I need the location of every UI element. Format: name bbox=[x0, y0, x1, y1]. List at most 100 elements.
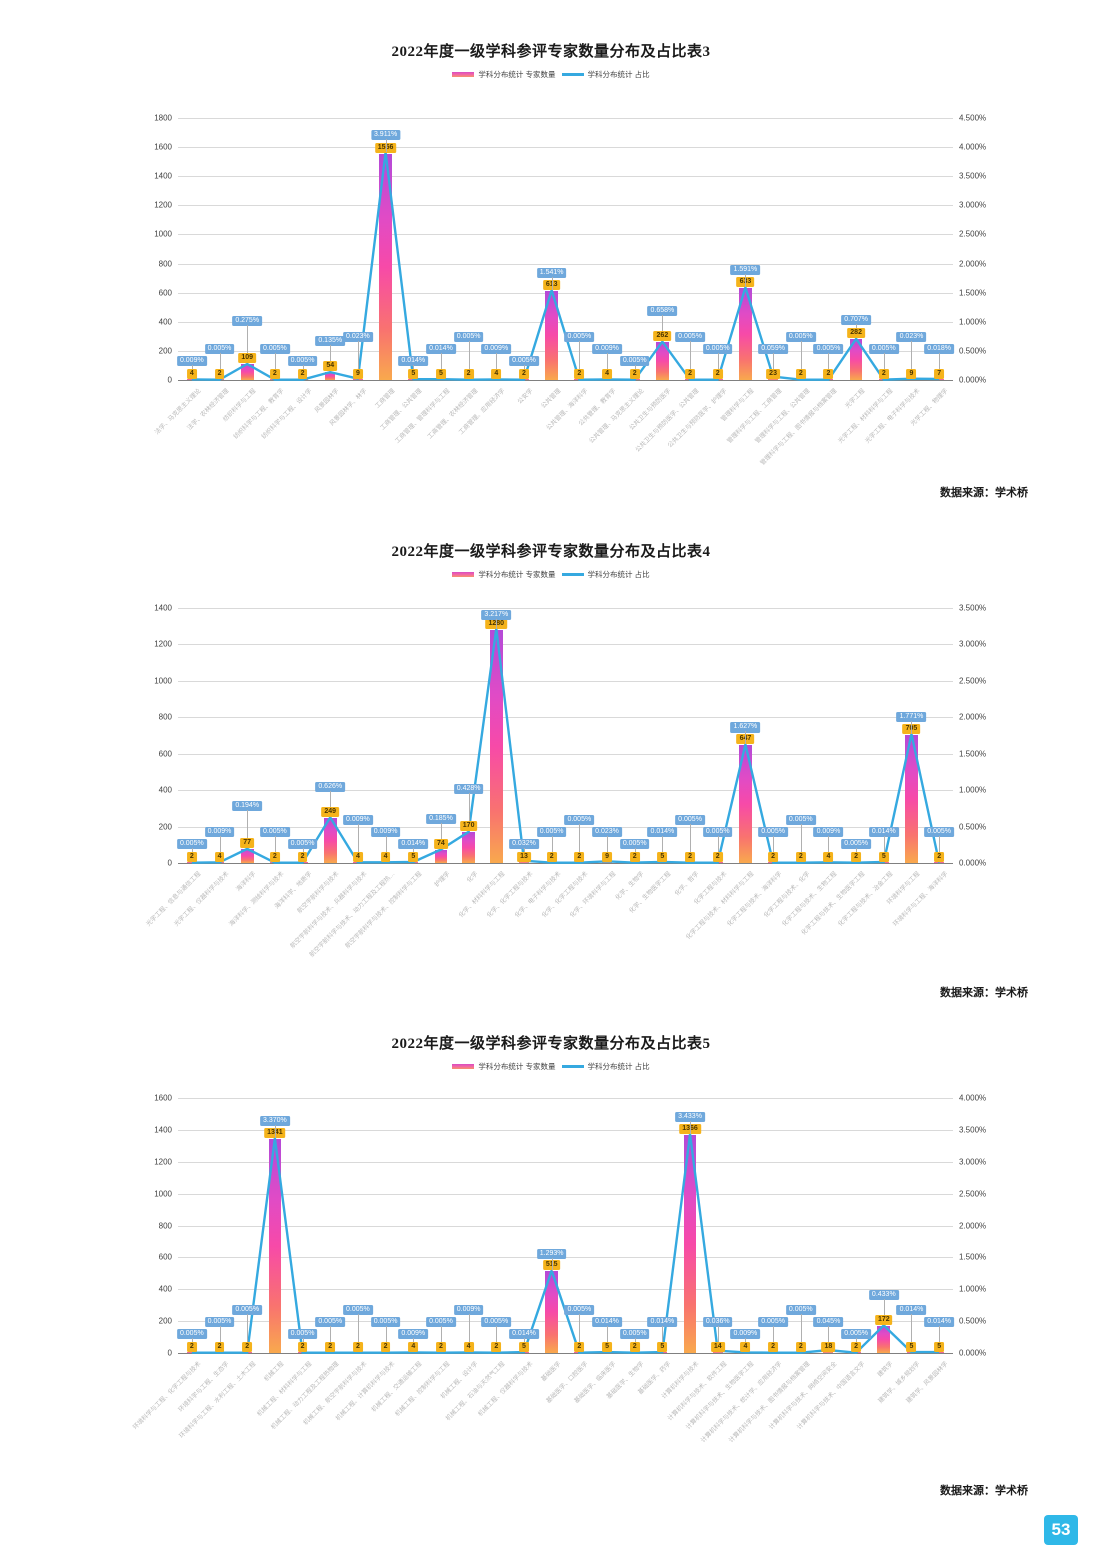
label-leader-line bbox=[911, 1314, 913, 1342]
label-leader-line bbox=[690, 1121, 692, 1135]
bar-value-label: 172 bbox=[874, 1314, 893, 1325]
label-leader-line bbox=[551, 277, 553, 291]
percentage-value-label: 0.005% bbox=[564, 332, 595, 343]
label-leader-line bbox=[745, 1338, 747, 1342]
percentage-value-label: 0.059% bbox=[758, 344, 788, 355]
percentage-value-label: 0.014% bbox=[592, 1317, 622, 1328]
percentage-value-label: 0.005% bbox=[343, 1305, 373, 1316]
chart-legend: 学科分布统计 专家数量 学科分布统计 占比 bbox=[0, 1061, 1102, 1072]
y-axis-tick-right: 2.000% bbox=[959, 259, 987, 269]
y-axis-tick-right: 0.000% bbox=[959, 375, 987, 385]
grid-line bbox=[178, 826, 953, 828]
label-leader-line bbox=[247, 810, 249, 838]
percentage-value-label: 0.005% bbox=[260, 827, 290, 838]
label-leader-line bbox=[302, 365, 304, 369]
percentage-value-label: 0.005% bbox=[260, 344, 290, 355]
bar-value-label: 2 bbox=[795, 369, 806, 380]
x-axis-label: 基础医学 bbox=[539, 1360, 563, 1383]
y-axis-tick-left: 1000 bbox=[154, 676, 172, 686]
percentage-value-label: 0.658% bbox=[647, 305, 678, 316]
bar-value-label: 2 bbox=[380, 1342, 391, 1353]
bar-value-label: 5 bbox=[519, 1342, 529, 1353]
plot-area: 0 0.000% 200 0.500% 400 1.000% 600 1.500% 800 2.0… bbox=[154, 114, 986, 385]
y-axis-tick-left: 400 bbox=[158, 785, 172, 795]
bar-value-label: 5 bbox=[657, 852, 668, 863]
legend-item-bar: 学科分布统计 专家数量 bbox=[452, 569, 556, 580]
bar-value-label: 4 bbox=[352, 852, 363, 863]
percentage-value-label: 0.009% bbox=[370, 827, 401, 838]
percentage-value-label: 0.005% bbox=[564, 815, 595, 826]
bar bbox=[186, 378, 197, 380]
bar-value-label: 2 bbox=[269, 852, 280, 863]
x-axis-label: 化学工程与技术、海洋科学 bbox=[725, 870, 784, 928]
x-axis-label: 机械工程、交通运输工程 bbox=[370, 1360, 424, 1414]
y-axis-tick-left: 800 bbox=[158, 259, 172, 269]
y-axis-tick-left: 1200 bbox=[154, 1157, 172, 1167]
percentage-value-label: 0.005% bbox=[758, 827, 788, 838]
label-leader-line bbox=[856, 848, 858, 852]
legend-bar-label: 学科分布统计 专家数量 bbox=[478, 70, 556, 79]
x-axis-label: 法学、农林经济管理 bbox=[185, 387, 230, 432]
bar-value-label: 2 bbox=[629, 369, 640, 380]
bar-value-label: 2 bbox=[574, 369, 585, 380]
label-leader-line bbox=[247, 325, 249, 354]
x-axis-label: 光学工程、电子科学与技术 bbox=[864, 387, 922, 445]
x-axis-label: 计算机科学与技术、图书情报与档案管理 bbox=[727, 1360, 812, 1445]
x-axis-label: 化学、哲学 bbox=[673, 870, 701, 898]
x-axis-label: 环境科学与工程、生态学 bbox=[176, 1360, 230, 1414]
percentage-value-label: 0.005% bbox=[813, 344, 844, 355]
grid-line bbox=[178, 1321, 953, 1323]
label-leader-line bbox=[911, 341, 913, 369]
chart-title: 2022年度一级学科参评专家数量分布及占比表4 bbox=[391, 544, 711, 560]
percentage-value-label: 0.032% bbox=[509, 839, 539, 850]
x-axis-label: 化学工程与技术、生物工程 bbox=[781, 870, 839, 928]
label-leader-line bbox=[883, 353, 885, 369]
label-leader-line bbox=[274, 1125, 276, 1139]
legend-bar-swatch-icon bbox=[452, 72, 475, 77]
y-axis-tick-right: 0.500% bbox=[959, 346, 987, 356]
y-axis-tick-left: 1200 bbox=[154, 639, 172, 649]
x-axis-label: 化学工程与技术、化学 bbox=[762, 870, 812, 920]
x-axis-label: 管理科学与工程、工商管理 bbox=[725, 387, 784, 445]
x-axis-label: 纺织科学与工程、教育学 bbox=[232, 387, 286, 441]
x-axis-label: 工商管理、农林经济管理 bbox=[425, 387, 479, 441]
y-axis-tick-left: 800 bbox=[158, 1221, 172, 1230]
bar-value-label: 2 bbox=[574, 1342, 585, 1353]
label-leader-line bbox=[468, 341, 470, 369]
label-leader-line bbox=[330, 345, 332, 362]
y-axis-tick-left: 200 bbox=[158, 346, 172, 356]
label-leader-line bbox=[219, 836, 221, 852]
percentage-value-label: 0.005% bbox=[675, 332, 705, 343]
label-leader-line bbox=[800, 1314, 802, 1342]
label-leader-line bbox=[662, 1326, 664, 1342]
bar-value-label: 4 bbox=[186, 369, 197, 380]
label-leader-line bbox=[247, 1314, 249, 1342]
grid-line bbox=[178, 1193, 953, 1195]
label-leader-line bbox=[607, 836, 609, 852]
bar-value-label: 4 bbox=[214, 852, 225, 863]
bar-value-label: 170 bbox=[459, 821, 478, 832]
percentage-value-label: 1.541% bbox=[536, 268, 567, 279]
y-axis-tick-right: 4.000% bbox=[959, 1093, 987, 1103]
x-axis-label: 化学工程与技术、生物医学工程 bbox=[800, 870, 867, 937]
y-axis-tick-left: 0 bbox=[167, 375, 172, 385]
label-leader-line bbox=[496, 1326, 498, 1342]
bar-value-label: 2 bbox=[629, 852, 640, 863]
x-axis-label: 航空宇航科学与技术、控制科学与工程 bbox=[344, 870, 424, 950]
bar-value-label: 74 bbox=[434, 838, 448, 849]
label-leader-line bbox=[385, 836, 387, 852]
x-axis-label: 光学工程、信息与通信工程 bbox=[144, 870, 203, 928]
x-axis-label: 机械工程、仪器科学与技术 bbox=[476, 1360, 535, 1418]
bar-value-label: 249 bbox=[321, 806, 340, 817]
bar-value-label: 2 bbox=[768, 852, 779, 863]
label-leader-line bbox=[800, 341, 802, 369]
y-axis-tick-right: 4.000% bbox=[959, 142, 987, 152]
label-leader-line bbox=[440, 353, 442, 369]
x-axis-label: 工商管理、公共管理 bbox=[379, 387, 424, 432]
percentage-value-label: 0.005% bbox=[564, 1305, 595, 1316]
grid-line bbox=[178, 680, 953, 682]
label-leader-line bbox=[607, 1326, 609, 1342]
y-axis-tick-left: 1400 bbox=[154, 1125, 172, 1135]
bar bbox=[905, 734, 918, 863]
x-axis-label: 机械工程、控制科学与工程 bbox=[393, 1360, 452, 1418]
